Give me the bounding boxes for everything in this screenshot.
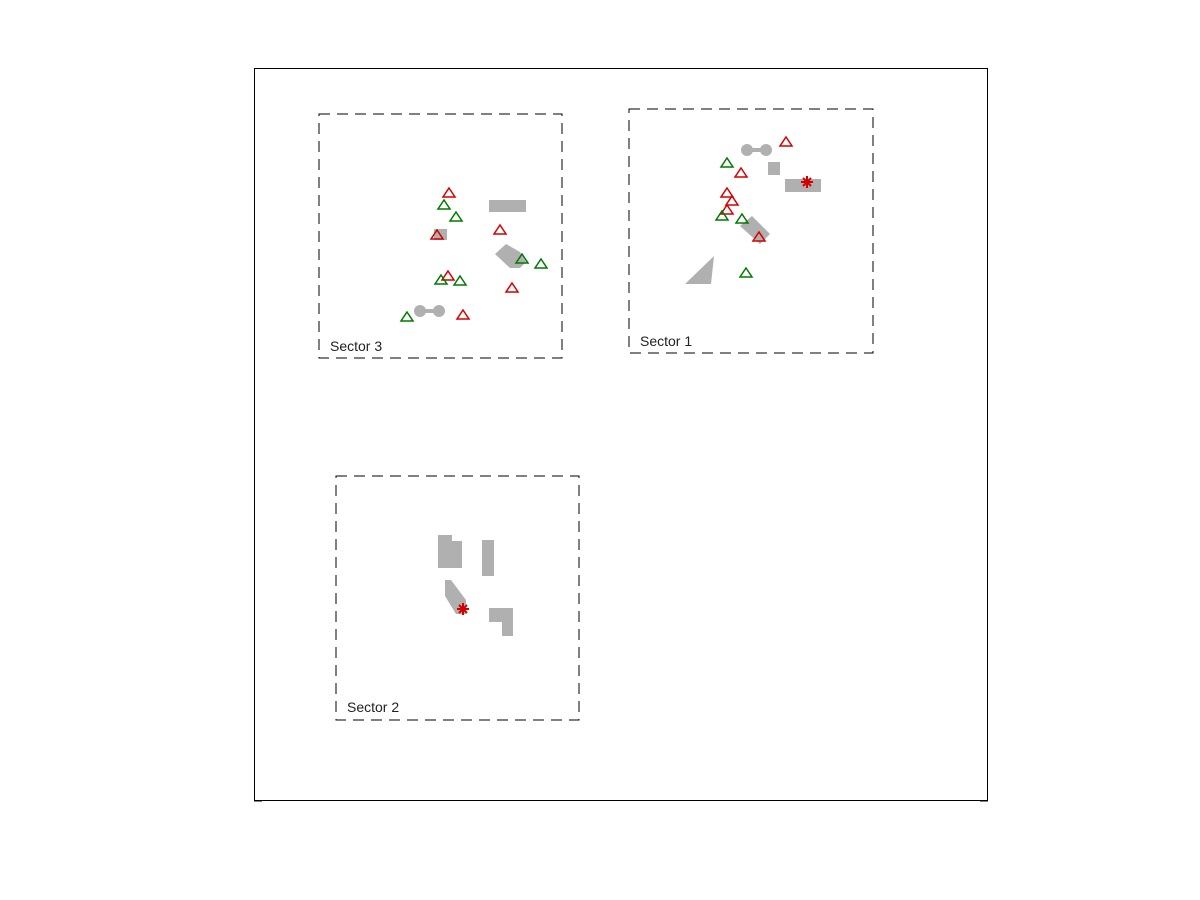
sector-3[interactable]: Sector 3 xyxy=(318,113,563,359)
red-triangle-markers xyxy=(429,186,520,320)
obstacle xyxy=(495,244,526,268)
green-triangle-marker xyxy=(738,266,754,278)
obstacle xyxy=(740,216,770,244)
sector-3-frame xyxy=(318,113,563,359)
green-triangle-marker xyxy=(719,156,735,168)
green-triangle-markers xyxy=(399,198,549,322)
green-triangle-marker xyxy=(452,274,468,286)
red-triangle-marker xyxy=(719,203,735,215)
green-triangle-marker xyxy=(399,310,415,322)
red-triangle-marker xyxy=(429,228,445,240)
label-background xyxy=(326,336,396,356)
sector-2-frame xyxy=(335,475,580,721)
red-star-marker xyxy=(801,176,813,188)
obstacle xyxy=(489,200,526,212)
green-triangle-marker xyxy=(514,252,530,264)
green-triangle-marker xyxy=(734,212,750,224)
red-triangle-marker xyxy=(751,230,767,242)
green-triangle-marker xyxy=(433,273,449,285)
label-background xyxy=(343,697,413,717)
red-triangle-marker xyxy=(504,281,520,293)
sector-2-label: Sector 2 xyxy=(347,699,399,715)
red-triangle-markers xyxy=(719,135,794,242)
red-triangle-marker xyxy=(724,194,740,206)
green-triangle-marker xyxy=(448,210,464,222)
red-triangle-marker xyxy=(719,186,735,198)
sector-1-frame xyxy=(628,108,874,354)
green-triangle-marker xyxy=(436,198,452,210)
green-triangle-marker xyxy=(533,257,549,269)
obstacle-dumbbell xyxy=(741,144,772,156)
obstacle xyxy=(768,162,780,175)
sector-1[interactable]: Sector 1 xyxy=(628,108,874,354)
green-triangle-marker xyxy=(714,209,730,221)
red-triangle-marker xyxy=(440,269,456,281)
obstacle xyxy=(482,540,494,576)
obstacle-dumbbell xyxy=(414,305,445,317)
red-triangle-marker xyxy=(492,223,508,235)
red-triangle-marker xyxy=(778,135,794,147)
sector-3-label: Sector 3 xyxy=(330,338,382,354)
sector-2[interactable]: Sector 2 xyxy=(335,475,580,721)
red-triangle-marker xyxy=(455,308,471,320)
red-triangle-marker xyxy=(441,186,457,198)
obstacle xyxy=(685,256,714,284)
label-background xyxy=(636,331,706,351)
obstacle xyxy=(438,535,462,568)
green-triangle-markers xyxy=(714,156,754,278)
red-triangle-marker xyxy=(733,166,749,178)
red-star-marker xyxy=(457,603,469,615)
outer-frame xyxy=(254,68,988,801)
obstacle xyxy=(489,608,513,636)
sector-1-label: Sector 1 xyxy=(640,333,692,349)
